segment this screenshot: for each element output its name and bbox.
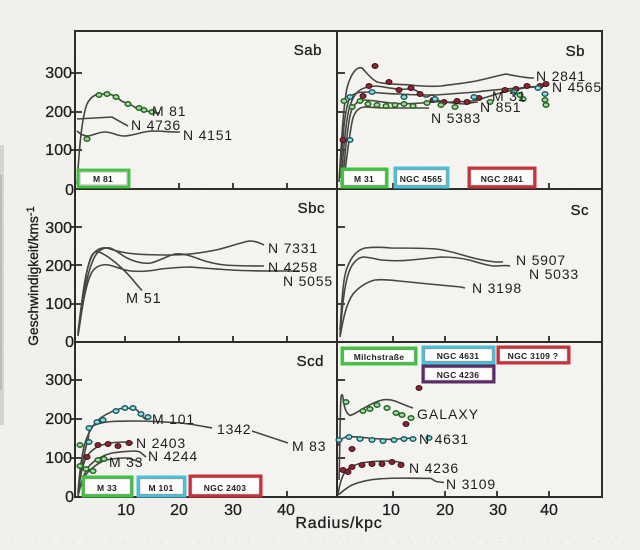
svg-text:NGC 2403: NGC 2403 [204,483,247,493]
svg-text:M 81: M 81 [152,103,186,119]
svg-text:Scd: Scd [297,353,324,370]
svg-text:M 101: M 101 [148,483,173,493]
svg-text:200: 200 [45,258,72,275]
svg-text:NGC 2841: NGC 2841 [481,174,524,184]
svg-text:NGC 4631: NGC 4631 [437,351,480,361]
svg-text:N 3109: N 3109 [446,476,496,492]
svg-text:M 101: M 101 [152,411,195,427]
svg-text:10: 10 [117,502,135,519]
svg-text:N 4565: N 4565 [552,79,602,95]
svg-text:Milchstraße: Milchstraße [354,352,405,362]
svg-text:N 2403: N 2403 [136,435,186,451]
svg-text:M 31: M 31 [354,174,374,184]
svg-text:Sb: Sb [566,43,585,60]
svg-text:N 4151: N 4151 [183,127,233,143]
svg-text:N 4258: N 4258 [268,259,318,275]
svg-text:20: 20 [170,502,188,519]
svg-text:40: 40 [540,502,558,519]
svg-text:M 31: M 31 [492,88,526,104]
svg-text:Sbc: Sbc [298,200,325,217]
svg-text:300: 300 [45,372,72,389]
svg-text:200: 200 [45,411,72,428]
svg-text:N 4244: N 4244 [148,448,198,464]
svg-text:1342: 1342 [217,421,251,437]
svg-text:N 3198: N 3198 [472,280,522,296]
svg-text:N 5033: N 5033 [529,266,579,282]
svg-text:Radius/kpc: Radius/kpc [295,515,382,532]
svg-text:N 5907: N 5907 [516,252,566,268]
svg-text:N 2841: N 2841 [536,68,586,84]
svg-text:GALAXY: GALAXY [417,406,479,422]
svg-text:30: 30 [489,502,507,519]
svg-text:N 4631: N 4631 [419,431,469,447]
svg-text:200: 200 [45,104,72,121]
svg-text:Sab: Sab [294,42,322,59]
svg-text:300: 300 [45,65,72,82]
svg-text:100: 100 [45,450,72,467]
svg-text:M 81: M 81 [93,174,113,184]
svg-text:N 4736: N 4736 [131,117,181,133]
svg-text:N 4236: N 4236 [409,460,459,476]
svg-text:NGC 3109 ?: NGC 3109 ? [508,351,559,361]
svg-text:40: 40 [277,502,295,519]
svg-text:NGC 4236: NGC 4236 [437,370,480,380]
svg-text:300: 300 [45,220,72,237]
svg-text:10: 10 [382,502,400,519]
svg-text:Sc: Sc [570,202,589,219]
svg-text:N 5055: N 5055 [283,273,333,289]
svg-text:20: 20 [436,502,454,519]
svg-text:N 851: N 851 [480,99,521,115]
svg-text:M 83: M 83 [292,438,326,454]
svg-text:M 33: M 33 [109,454,143,470]
svg-text:30: 30 [224,502,242,519]
svg-text:100: 100 [45,296,72,313]
svg-text:0: 0 [65,334,74,351]
svg-text:100: 100 [45,142,72,159]
svg-text:N 7331: N 7331 [268,240,318,256]
svg-text:N 5383: N 5383 [431,110,481,126]
svg-text:M 33: M 33 [97,483,117,493]
svg-text:M 51: M 51 [126,291,161,307]
svg-text:NGC 4565: NGC 4565 [400,174,443,184]
svg-text:0: 0 [65,182,74,199]
svg-text:0: 0 [65,489,74,506]
svg-text:Geschwindigkeit/kms-1: Geschwindigkeit/kms-1 [25,206,41,345]
